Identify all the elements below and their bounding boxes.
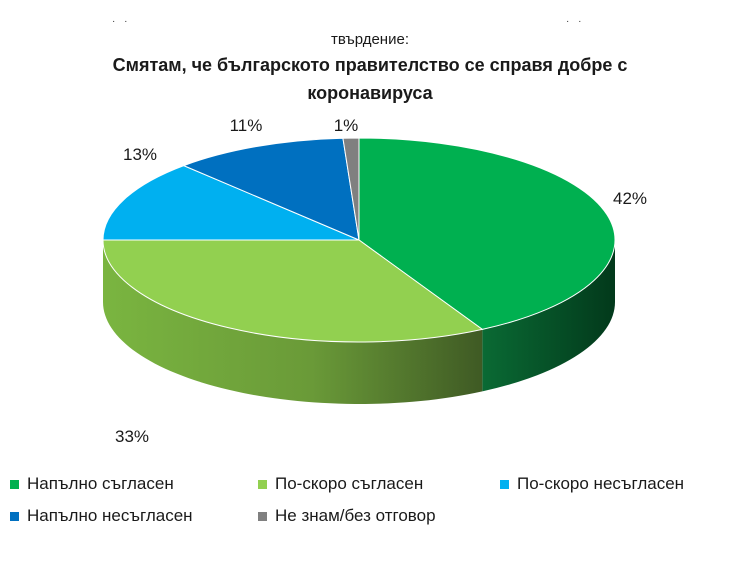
pie-slice-5 — [342, 137, 360, 241]
legend-label: Не знам/без отговор — [275, 506, 436, 525]
legend-item-5: Не знам/без отговор — [258, 506, 436, 526]
legend-item-2: По-скоро съгласен — [258, 474, 423, 494]
legend-item-4: Напълно несъгласен — [10, 506, 193, 526]
legend-swatch — [258, 479, 267, 489]
legend-swatch — [10, 479, 19, 489]
legend-label: По-скоро несъгласен — [517, 474, 685, 493]
data-label-5: 1% — [334, 116, 359, 135]
legend-swatch — [500, 479, 509, 489]
pie-slice-side-1 — [482, 240, 615, 392]
top-mark-right: · · — [566, 16, 585, 27]
legend-item-1: Напълно съгласен — [10, 474, 174, 494]
pie-slice-3 — [102, 165, 360, 241]
data-label-1: 42% — [613, 189, 647, 208]
chart-title: Смятам, че българското правителство се с… — [112, 55, 628, 103]
data-label-4: 11% — [230, 116, 263, 135]
pie-slice-1 — [358, 137, 616, 330]
pie-chart: 42% 33% 13% 11% 1% — [102, 116, 647, 446]
pie-slice-4 — [182, 137, 360, 241]
legend-swatch — [10, 511, 19, 521]
legend-item-3: По-скоро несъгласен — [500, 474, 684, 494]
pie-slice-2 — [102, 239, 484, 343]
data-label-2: 33% — [115, 427, 149, 446]
pie-slice-side-2 — [103, 240, 483, 405]
data-label-3: 13% — [123, 145, 157, 164]
legend-label: Напълно несъгласен — [27, 506, 193, 525]
legend-swatch — [258, 511, 267, 521]
legend-label: Напълно съгласен — [27, 474, 174, 493]
top-mark-left: · · — [112, 16, 131, 27]
chart-subtitle: твърдение: — [331, 31, 409, 48]
legend-label: По-скоро съгласен — [275, 474, 424, 493]
